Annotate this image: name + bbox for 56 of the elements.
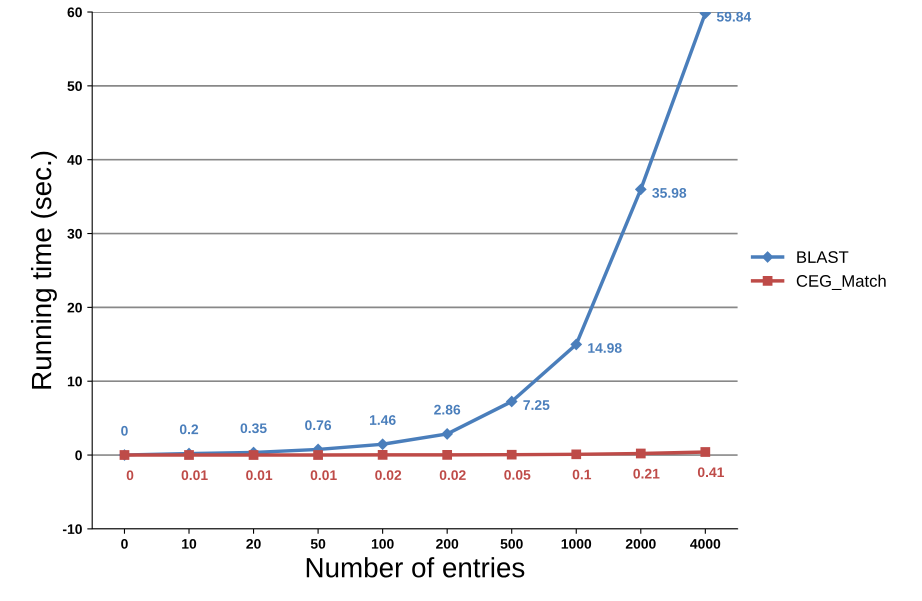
point [570, 338, 582, 350]
y-axis-title: Running time (sec.) [30, 152, 57, 389]
point [635, 184, 646, 195]
data-label: 0.02 [440, 470, 466, 480]
data-label: 0 [121, 426, 128, 436]
point [442, 450, 452, 460]
data-label: 0.41 [698, 467, 724, 478]
y-tick-label: 0 [75, 450, 82, 460]
point [313, 450, 323, 460]
data-label: 35.98 [652, 188, 686, 198]
point [506, 450, 517, 460]
point [442, 428, 453, 440]
x-tick-label: 20 [246, 538, 261, 549]
point [571, 449, 582, 460]
data-label: 59.84 [716, 12, 752, 22]
y-tick-label: 10 [68, 376, 82, 386]
data-label: 0.21 [633, 468, 660, 479]
point [636, 448, 646, 458]
x-tick-label: 100 [372, 538, 394, 549]
x-tick-label: 10 [182, 538, 196, 549]
data-label: 2.86 [434, 404, 460, 415]
x-tick-label: 200 [436, 538, 458, 549]
x-tick-label: 2000 [626, 538, 656, 549]
data-label: 14.98 [588, 343, 622, 353]
x-tick-label: 50 [310, 538, 326, 549]
data-label: 0.1 [572, 470, 592, 480]
y-tick-label: 30 [67, 228, 82, 239]
y-tick-label: 20 [68, 302, 82, 313]
point [184, 450, 194, 460]
data-label: 0.01 [310, 470, 337, 480]
data-label: 0 [126, 470, 134, 480]
data-label: 0.02 [375, 470, 402, 480]
data-label: 1.46 [370, 415, 396, 425]
data-label: 0.35 [240, 423, 267, 434]
y-tick-label: -10 [62, 524, 82, 534]
x-tick-label: 500 [500, 538, 523, 549]
data-label: 7.25 [523, 400, 550, 410]
point [378, 450, 388, 460]
data-label: 0.01 [246, 470, 272, 480]
data-label: 0.01 [182, 470, 208, 480]
data-label: 0.2 [180, 424, 198, 434]
x-tick-label: 1000 [562, 538, 592, 549]
legend-label: BLAST [797, 251, 848, 263]
y-tick-label: 60 [68, 7, 82, 18]
point [700, 447, 710, 457]
y-tick-label: 40 [67, 155, 82, 165]
x-axis-title: Number of entries [306, 557, 524, 578]
point [506, 396, 518, 408]
x-tick-label: 4000 [690, 538, 720, 549]
data-label: 0.05 [504, 470, 530, 480]
x-tick-label: 0 [121, 538, 128, 549]
y-tick-label: 50 [67, 81, 82, 92]
point [377, 438, 388, 450]
legend-label: CEG_Match [796, 274, 886, 290]
point [248, 450, 258, 460]
data-label: 0.76 [305, 420, 332, 430]
